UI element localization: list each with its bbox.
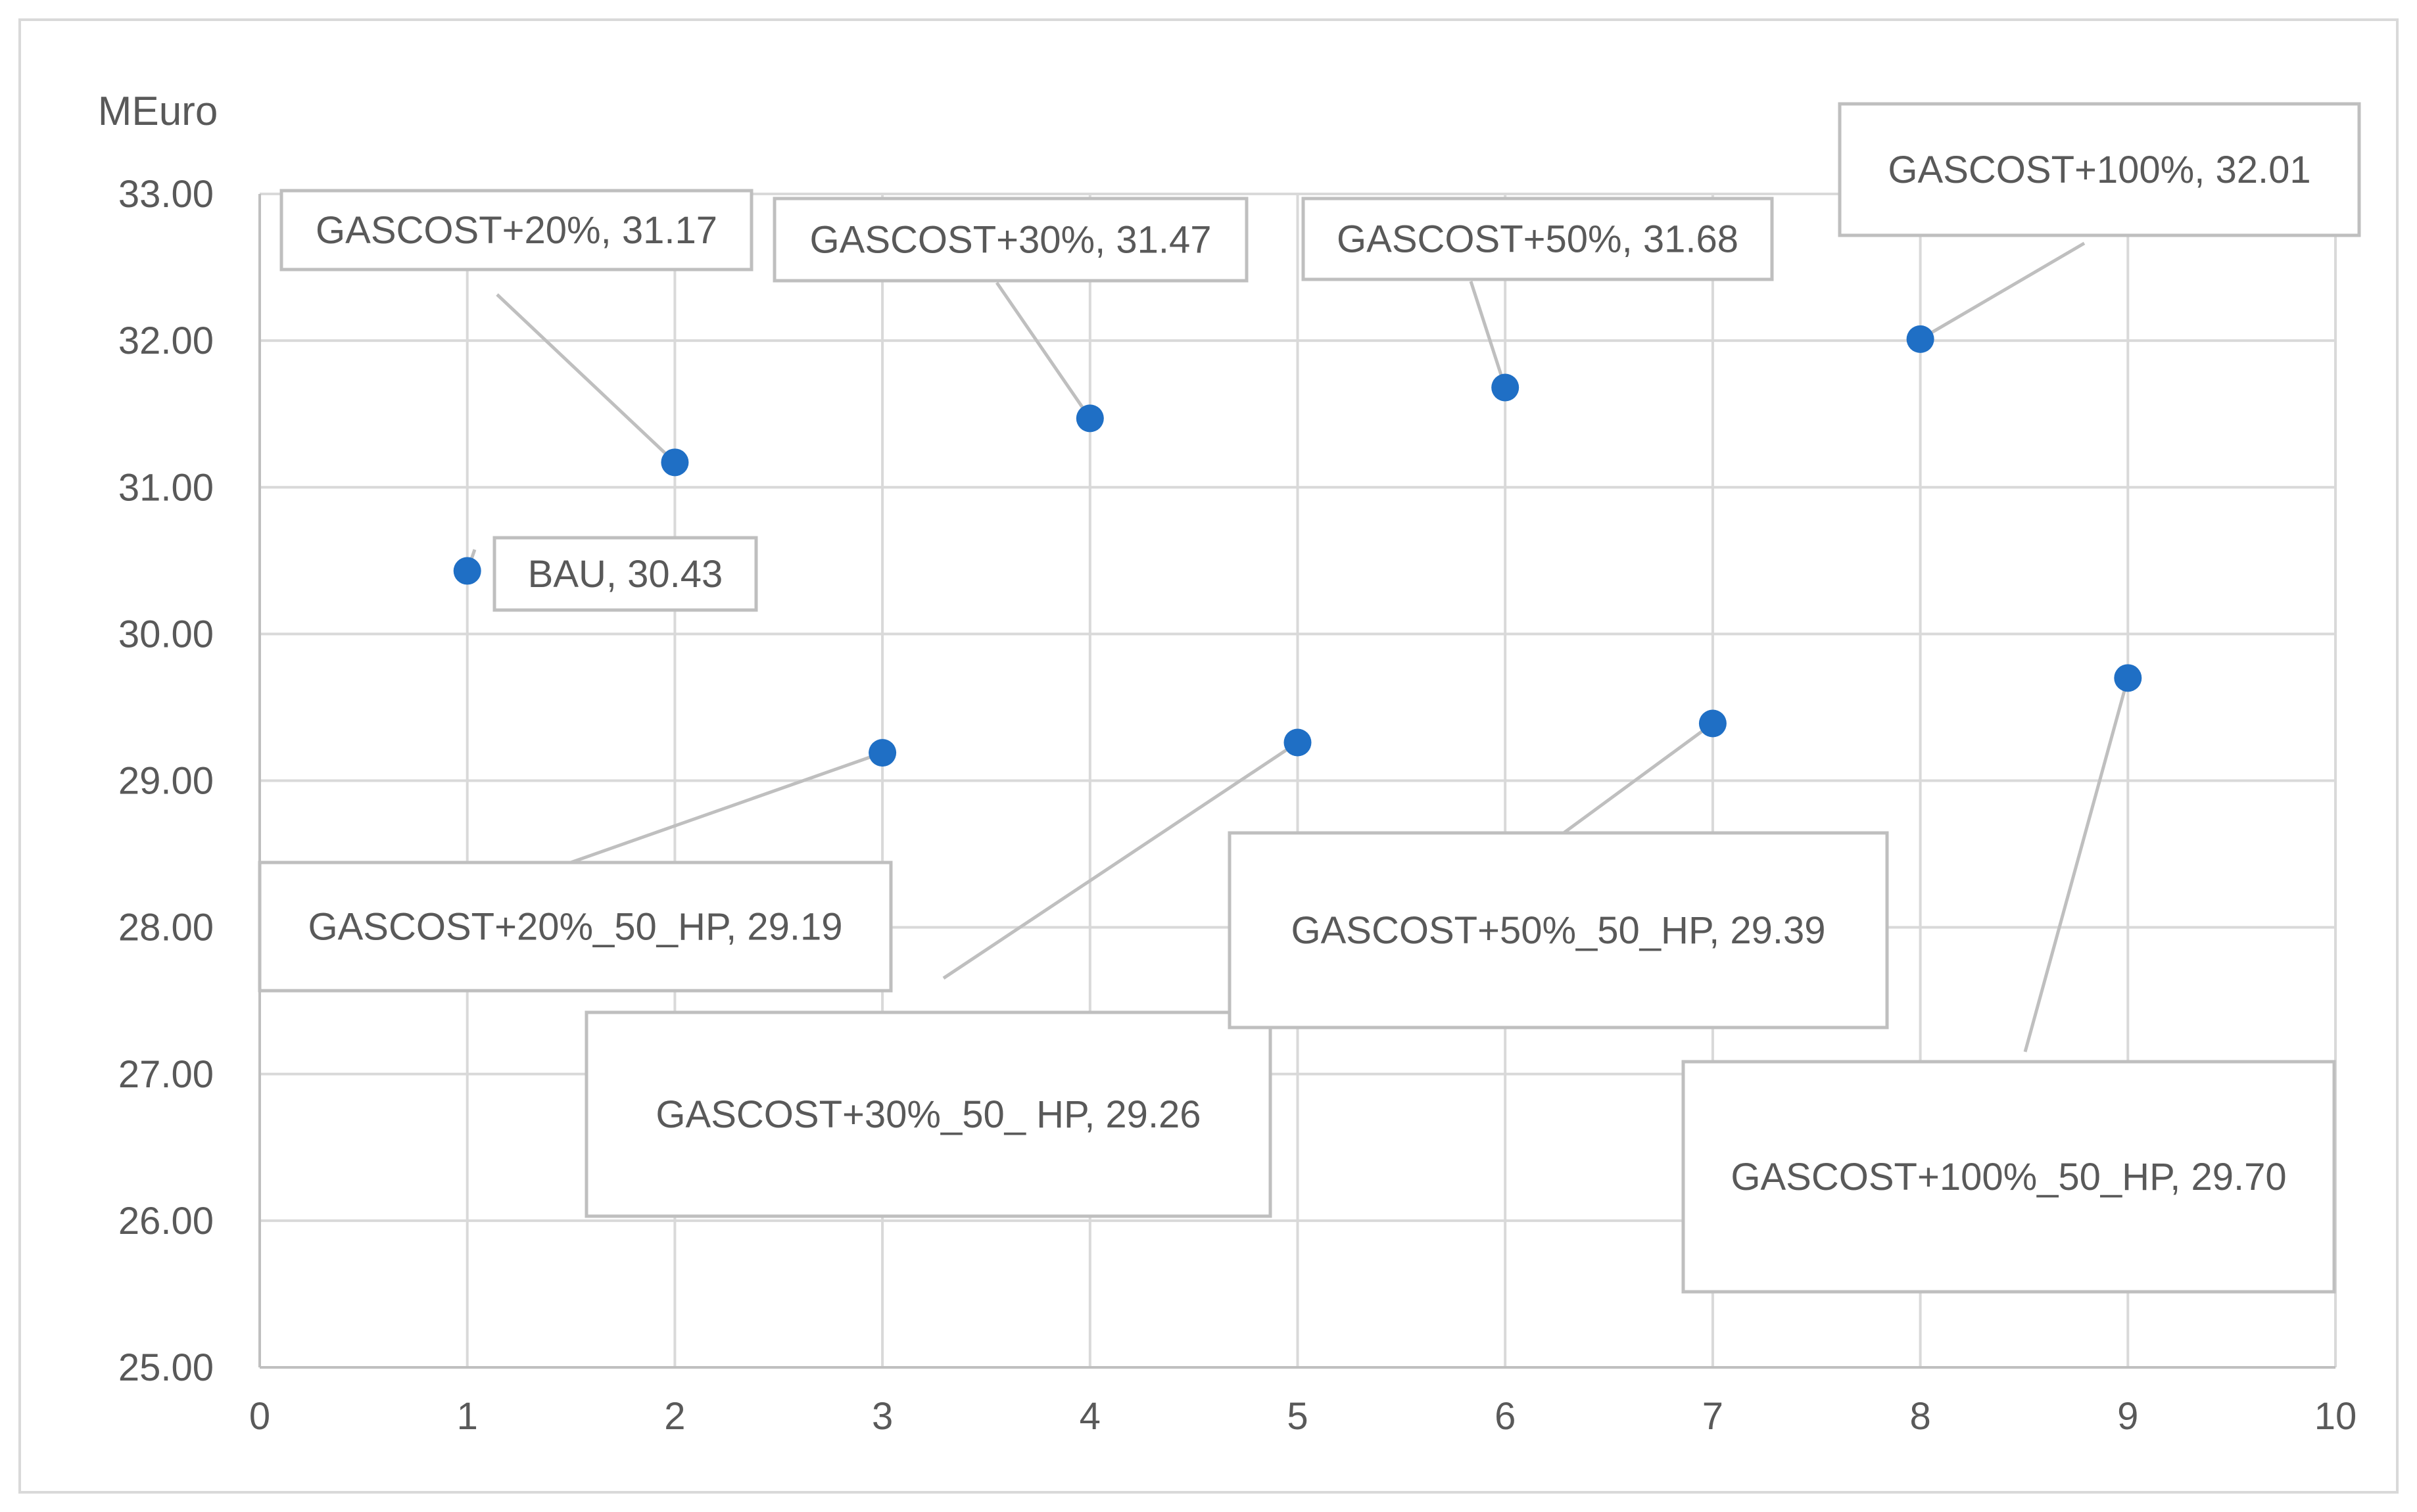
label-leader-line — [1469, 281, 1504, 377]
label-leader-line — [570, 755, 872, 864]
data-point — [453, 557, 481, 585]
label-leader-lines — [469, 241, 2126, 1052]
data-label: GASCOST+30%, 31.47 — [810, 219, 1212, 262]
data-label-box — [492, 536, 758, 612]
y-tick-label: 33.00 — [118, 173, 214, 216]
data-label-box — [279, 189, 754, 272]
x-tick-label: 5 — [1287, 1395, 1308, 1438]
data-point — [1283, 728, 1312, 757]
label-leader-line — [2023, 689, 2126, 1052]
x-tick-label: 4 — [1080, 1395, 1101, 1438]
x-tick-label: 3 — [872, 1395, 893, 1438]
y-axis-label: MEuro — [98, 89, 218, 134]
data-label-box — [1838, 102, 2361, 237]
data-point — [1491, 373, 1520, 402]
label-leader-line — [496, 293, 668, 456]
label-leader-line — [1929, 241, 2086, 335]
data-point — [2114, 664, 2142, 692]
x-tick-label: 8 — [1909, 1395, 1930, 1438]
data-label-box — [773, 197, 1249, 283]
data-label: GASCOST+100%, 32.01 — [1888, 149, 2310, 191]
x-tick-label: 0 — [249, 1395, 270, 1438]
x-tick-label: 10 — [2314, 1395, 2357, 1438]
x-axis-ticks: 0 1 2 3 4 5 6 7 8 9 10 — [249, 1395, 2357, 1438]
data-label: BAU, 30.43 — [528, 553, 723, 596]
y-tick-label: 30.00 — [118, 613, 214, 655]
data-point — [869, 739, 897, 767]
data-point — [1076, 404, 1104, 433]
x-tick-label: 1 — [457, 1395, 478, 1438]
data-point — [661, 448, 689, 477]
data-labels: BAU, 30.43 GASCOST+20%, 31.17 GASCOST+20%_… — [258, 102, 2361, 1294]
label-leader-line — [995, 281, 1085, 410]
x-tick-label: 6 — [1495, 1395, 1516, 1438]
x-tick-label: 2 — [664, 1395, 685, 1438]
data-label-box — [1301, 197, 1774, 281]
data-point — [1906, 325, 1934, 353]
x-tick-label: 9 — [2117, 1395, 2138, 1438]
axes — [258, 194, 2335, 1369]
data-label-box — [258, 861, 893, 993]
data-points — [453, 325, 2142, 767]
y-tick-label: 31.00 — [118, 466, 214, 509]
data-label-box — [1681, 1060, 2336, 1294]
label-leader-line — [1557, 729, 1704, 839]
y-tick-label: 28.00 — [118, 907, 214, 949]
y-tick-label: 27.00 — [118, 1053, 214, 1096]
data-label: GASCOST+20%, 31.17 — [316, 209, 717, 252]
data-label: GASCOST+100%_50_HP, 29.70 — [1731, 1156, 2286, 1198]
data-label: GASCOST+50%_50_HP, 29.39 — [1291, 909, 1825, 952]
data-label: GASCOST+50%, 31.68 — [1337, 218, 1738, 261]
y-tick-label: 29.00 — [118, 760, 214, 803]
y-axis-ticks: 25.00 26.00 27.00 28.00 29.00 30.00 31.00 32.00… — [118, 173, 214, 1389]
data-label: GASCOST+30%_50_ HP, 29.26 — [656, 1093, 1201, 1136]
data-label-box — [1228, 831, 1889, 1029]
y-tick-label: 26.00 — [118, 1200, 214, 1242]
data-label-box — [585, 1010, 1272, 1218]
y-tick-label: 32.00 — [118, 319, 214, 362]
data-label: GASCOST+20%_50_HP, 29.19 — [308, 906, 842, 949]
data-point — [1698, 709, 1727, 738]
y-tick-label: 25.00 — [118, 1346, 214, 1389]
x-tick-label: 7 — [1702, 1395, 1723, 1438]
label-leader-line — [942, 747, 1289, 980]
